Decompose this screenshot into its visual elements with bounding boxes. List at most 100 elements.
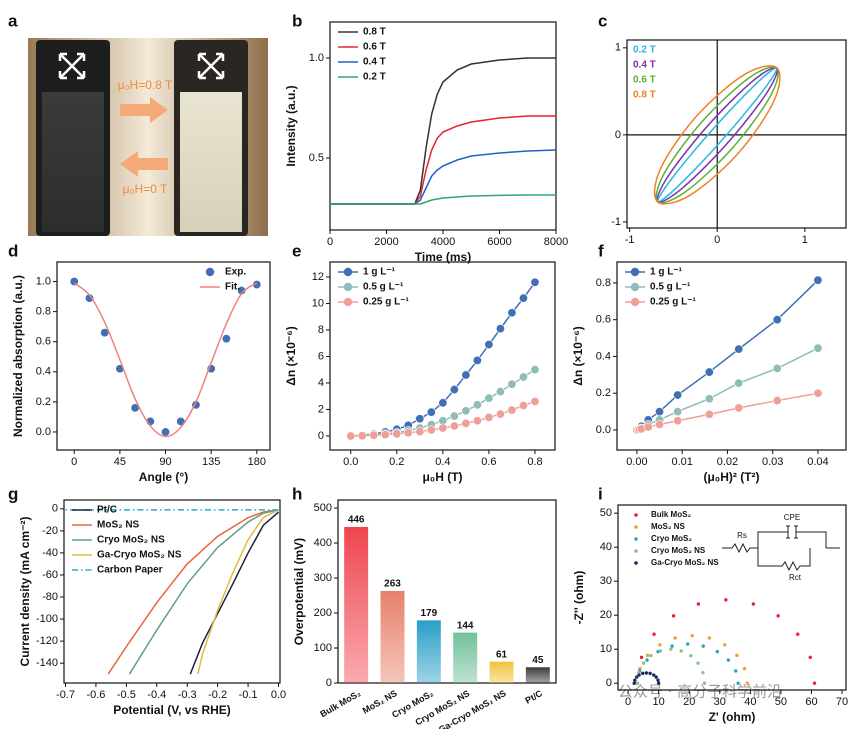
- marker: [221, 334, 231, 344]
- y-tick-label: -140: [36, 657, 58, 669]
- legend-swatch: [634, 525, 638, 529]
- legend-label: 0.6 T: [363, 42, 386, 53]
- marker: [507, 405, 517, 415]
- marker: [673, 390, 683, 400]
- marker: [751, 602, 756, 606]
- y-tick-label: 1.0: [309, 52, 324, 64]
- data-label: 446: [348, 515, 365, 526]
- x-tick-label: 0.4: [435, 456, 450, 468]
- x-tick-label: -0.6: [86, 689, 105, 701]
- x-tick-label: 0: [327, 236, 333, 248]
- bar: [416, 620, 441, 683]
- y-tick-label: 10: [312, 297, 324, 309]
- legend-label: Ga-Cryo MoS₂ NS: [97, 550, 182, 561]
- marker: [380, 430, 390, 440]
- data-label: 179: [420, 608, 437, 619]
- marker: [726, 658, 731, 662]
- marker: [673, 416, 683, 426]
- marker: [635, 681, 639, 685]
- circuit-label: Rct: [789, 573, 802, 582]
- line: [189, 511, 279, 675]
- x-tick-label: 50: [775, 696, 787, 708]
- y-tick-label: -120: [36, 635, 58, 647]
- marker: [722, 643, 727, 647]
- x-tick-label: -0.2: [208, 689, 227, 701]
- vial-liquid: [180, 92, 242, 232]
- x-tick-label: 180: [248, 456, 266, 468]
- legend-swatch: [343, 282, 353, 292]
- legend-label: MoS₂ NS: [651, 522, 685, 531]
- x-tick-label: 90: [159, 456, 171, 468]
- x-tick-label: 45: [114, 456, 126, 468]
- marker: [736, 681, 740, 685]
- circuit-inset: [722, 525, 840, 572]
- line: [636, 392, 819, 431]
- x-axis-label: Potential (V, vs RHE): [113, 703, 231, 717]
- y-tick-label: 0.8: [596, 277, 611, 289]
- marker: [449, 421, 459, 431]
- x-tick-label: 8000: [544, 236, 568, 248]
- marker: [772, 315, 782, 325]
- marker: [658, 649, 663, 653]
- x-tick-label: 0.04: [807, 456, 828, 468]
- legend-swatch: [205, 267, 215, 277]
- marker: [507, 379, 517, 389]
- marker: [733, 669, 738, 673]
- marker: [696, 661, 700, 665]
- legend-swatch: [630, 282, 640, 292]
- y-axis-label: -Z'' (ohm): [572, 571, 586, 625]
- legend-label: 0.5 g L⁻¹: [650, 282, 691, 293]
- y-tick-label: 4: [318, 377, 324, 389]
- marker: [679, 649, 683, 653]
- marker: [673, 636, 677, 640]
- y-tick-label: 1: [615, 42, 621, 54]
- y-tick-label: 50: [600, 507, 612, 519]
- legend-label: 0.25 g L⁻¹: [650, 297, 697, 308]
- y-tick-label: 0.2: [36, 396, 51, 408]
- marker: [734, 378, 744, 388]
- y-tick-label: 0.5: [309, 152, 324, 164]
- x-tick-label: Bulk MoS₂: [318, 688, 362, 719]
- legend-label: 0.25 g L⁻¹: [363, 297, 410, 308]
- field-label: μ₀H=0.8 T: [118, 78, 173, 92]
- marker: [652, 673, 656, 677]
- y-tick-label: 0: [326, 677, 332, 689]
- circuit-label: CPE: [784, 513, 800, 522]
- y-tick-label: 20: [600, 609, 612, 621]
- marker: [461, 370, 471, 380]
- bar: [453, 632, 478, 683]
- marker: [658, 643, 662, 647]
- marker: [696, 602, 701, 606]
- x-tick-label: 0.01: [671, 456, 692, 468]
- marker: [656, 681, 661, 685]
- line: [73, 282, 258, 438]
- y-tick-label: 200: [314, 607, 332, 619]
- marker: [644, 671, 649, 675]
- y-tick-label: -60: [42, 569, 58, 581]
- legend-swatch: [634, 537, 638, 541]
- legend-swatch: [343, 297, 353, 307]
- marker: [415, 414, 425, 424]
- marker: [530, 365, 540, 375]
- legend-label: Ga-Cryo MoS₂ NS: [651, 558, 719, 567]
- marker: [702, 681, 707, 685]
- x-tick-label: -0.7: [56, 689, 75, 701]
- marker: [745, 681, 749, 685]
- x-tick-label: 4000: [431, 236, 455, 248]
- bar: [344, 526, 369, 683]
- marker: [645, 653, 650, 658]
- data-label: 263: [384, 579, 401, 590]
- marker: [633, 678, 637, 682]
- marker: [813, 275, 823, 285]
- y-tick-label: -1: [611, 216, 621, 228]
- x-tick-label: 0.8: [527, 456, 542, 468]
- x-tick-label: 0.00: [626, 456, 647, 468]
- marker: [472, 355, 482, 365]
- y-tick-label: 12: [312, 271, 324, 283]
- marker: [813, 343, 823, 353]
- x-tick-label: -0.5: [117, 689, 136, 701]
- y-axis-label: Current density (mA cm⁻²): [18, 517, 32, 667]
- marker: [648, 671, 652, 676]
- line: [107, 509, 279, 675]
